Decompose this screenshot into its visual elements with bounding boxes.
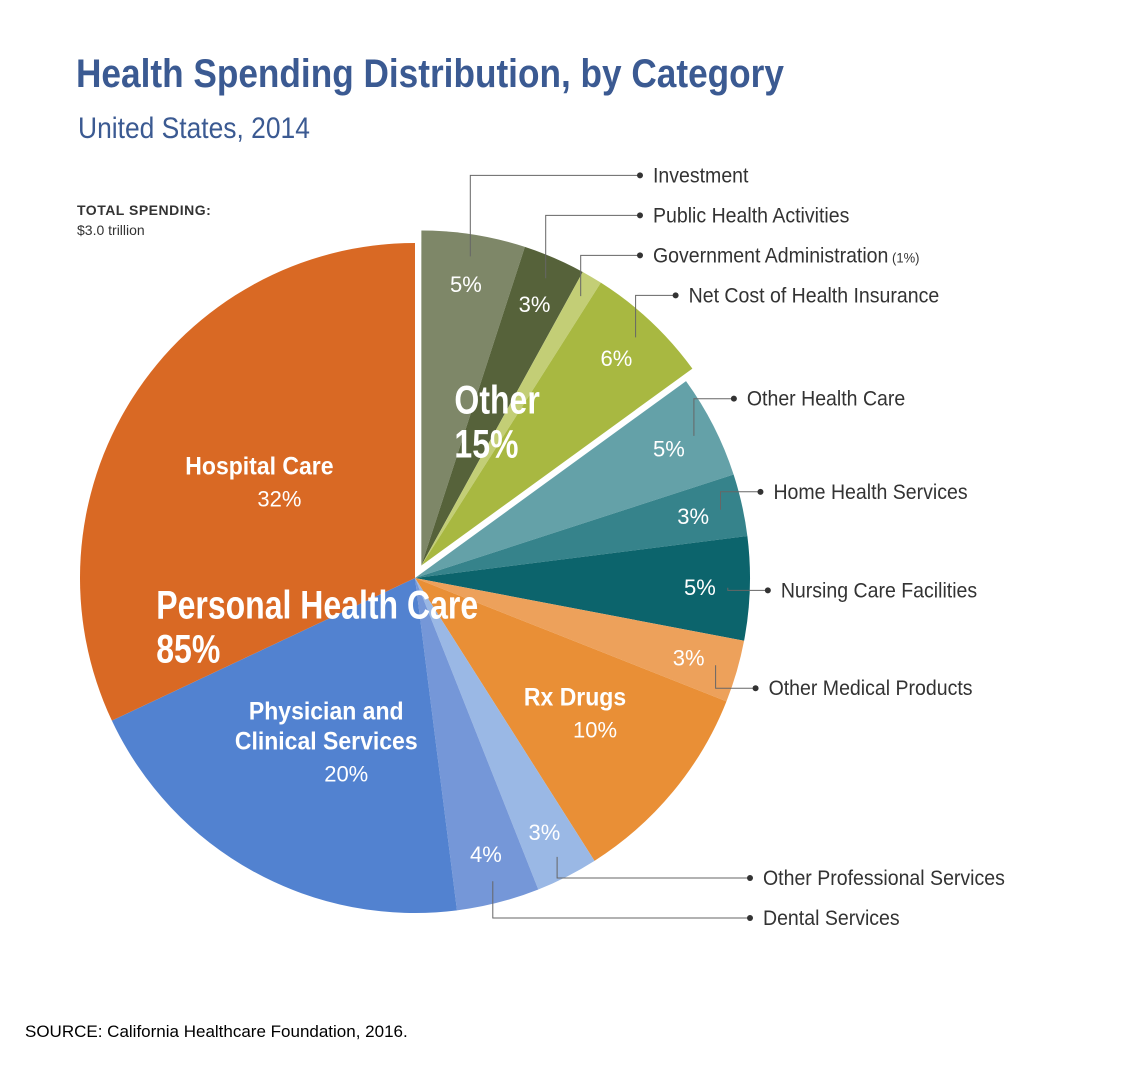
- label-nursing-care-facilities: Nursing Care Facilities: [781, 580, 977, 603]
- value-other-medical-products: 3%: [673, 646, 705, 671]
- slice-dental-services: [415, 578, 539, 911]
- group-label-personal-health-care: Personal Health Care: [156, 582, 478, 627]
- label-dental-services: Dental Services: [763, 907, 900, 930]
- leader-dot-dental-services: [747, 915, 753, 921]
- leader-other-medical-products: [715, 665, 756, 689]
- value-other-professional-services: 3%: [528, 820, 560, 845]
- leader-home-health-services: [720, 491, 761, 510]
- chart-subtitle: United States, 2014: [78, 112, 310, 145]
- value-rx-drugs: 10%: [573, 717, 617, 742]
- slice-labels: Investment 5% Public Health Activities 3% Go…: [156, 165, 1005, 930]
- leader-investment: [469, 174, 640, 257]
- label-public-health-activities: Public Health Activities: [653, 205, 849, 228]
- leader-dot-home-health-services: [757, 488, 764, 495]
- slice-physician-and-clinical-services: [111, 578, 457, 914]
- slice-government-administration: [421, 271, 601, 566]
- value-hospital-care: 32%: [257, 486, 301, 511]
- leader-dot-net-cost-of-health-insurance: [672, 292, 679, 299]
- leader-dot-other-health-care: [730, 395, 737, 402]
- slice-nursing-care-facilities: [415, 536, 751, 641]
- leader-dot-government-administration: [637, 252, 643, 259]
- group-label-other: Other: [454, 377, 539, 422]
- value-home-health-services: 3%: [677, 504, 709, 529]
- label-other-health-care: Other Health Care: [747, 388, 905, 411]
- leader-nursing-care-facilities: [727, 587, 768, 591]
- group-value-personal-health-care: 85%: [156, 626, 220, 671]
- source-note: SOURCE: California Healthcare Foundation…: [25, 1022, 408, 1041]
- leader-government-administration: [580, 254, 640, 297]
- leader-lines: [469, 172, 771, 921]
- label-investment: Investment: [653, 165, 749, 188]
- label-physician-and-clinical-services: Clinical Services: [235, 728, 418, 756]
- leader-net-cost-of-health-insurance: [635, 294, 676, 338]
- total-spending-label: TOTAL SPENDING:: [77, 202, 212, 218]
- slice-other-health-care: [415, 381, 734, 578]
- slice-investment: [421, 230, 525, 566]
- value-public-health-activities: 3%: [519, 292, 551, 317]
- leader-dot-nursing-care-facilities: [764, 587, 771, 594]
- label-government-administration: Government Administration (1%): [653, 245, 919, 268]
- group-value-other: 15%: [454, 421, 518, 466]
- slice-hospital-care: [79, 243, 415, 721]
- slice-other-professional-services: [415, 578, 595, 890]
- value-nursing-care-facilities: 5%: [684, 575, 716, 600]
- leader-dot-investment: [637, 172, 643, 179]
- leader-public-health-activities: [545, 214, 640, 279]
- total-spending-value: $3.0 trillion: [77, 222, 145, 238]
- slice-public-health-activities: [421, 246, 583, 566]
- label-physician-and-clinical-services: Physician and: [249, 698, 404, 726]
- leader-dot-other-medical-products: [752, 685, 759, 692]
- value-other-health-care: 5%: [653, 437, 685, 462]
- value-investment: 5%: [450, 272, 482, 297]
- label-rx-drugs: Rx Drugs: [524, 684, 626, 712]
- value-physician-and-clinical-services: 20%: [324, 761, 368, 786]
- value-net-cost-of-health-insurance: 6%: [601, 346, 633, 371]
- chart-title: Health Spending Distribution, by Categor…: [76, 52, 784, 96]
- label-other-medical-products: Other Medical Products: [769, 678, 973, 701]
- pie-slices: [79, 230, 751, 914]
- value-dental-services: 4%: [470, 842, 502, 867]
- label-other-professional-services: Other Professional Services: [763, 867, 1005, 890]
- leader-dot-other-professional-services: [747, 875, 753, 881]
- label-net-cost-of-health-insurance: Net Cost of Health Insurance: [689, 285, 940, 308]
- leader-dot-public-health-activities: [637, 212, 643, 219]
- slice-home-health-services: [415, 474, 748, 578]
- leader-other-professional-services: [556, 856, 750, 879]
- slice-net-cost-of-health-insurance: [421, 282, 693, 566]
- pie-chart: Investment 5% Public Health Activities 3% Go…: [79, 165, 1005, 930]
- label-home-health-services: Home Health Services: [773, 481, 967, 504]
- slice-rx-drugs: [415, 578, 727, 861]
- leader-other-health-care: [693, 398, 734, 436]
- value-government-administration: (1%): [888, 250, 919, 266]
- slice-other-medical-products: [415, 578, 745, 702]
- leader-dental-services: [492, 881, 750, 919]
- label-hospital-care: Hospital Care: [185, 452, 333, 480]
